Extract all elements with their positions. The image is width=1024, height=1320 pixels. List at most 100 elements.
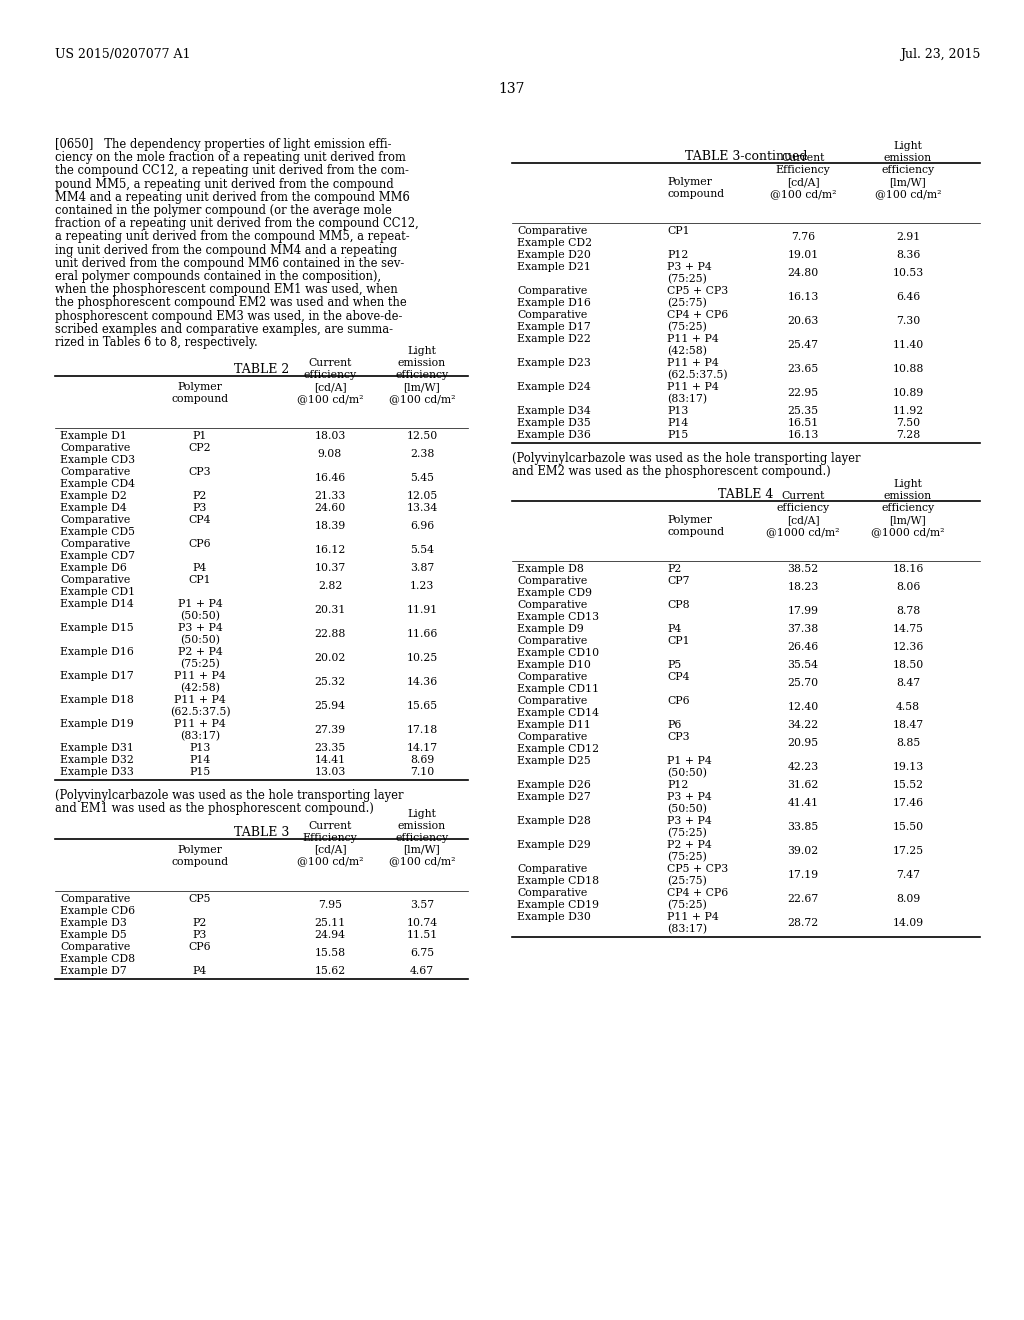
Text: 5.45: 5.45 [410,473,434,483]
Text: P11 + P4: P11 + P4 [667,381,719,392]
Text: P3 + P4: P3 + P4 [667,261,712,272]
Text: 137: 137 [499,82,525,96]
Text: Example CD12: Example CD12 [517,744,599,755]
Text: @100 cd/m²: @100 cd/m² [389,857,456,867]
Text: [lm/W]: [lm/W] [890,515,927,525]
Text: Comparative: Comparative [517,601,587,610]
Text: [lm/W]: [lm/W] [403,845,440,854]
Text: 27.39: 27.39 [314,725,345,735]
Text: [cd/A]: [cd/A] [313,845,346,854]
Text: Light: Light [408,346,436,356]
Text: 11.91: 11.91 [407,605,437,615]
Text: 24.80: 24.80 [787,268,818,279]
Text: Example D3: Example D3 [60,917,127,928]
Text: Example CD14: Example CD14 [517,709,599,718]
Text: Example D30: Example D30 [517,912,591,923]
Text: P5: P5 [667,660,681,671]
Text: 15.65: 15.65 [407,701,437,711]
Text: CP6: CP6 [188,941,211,952]
Text: TABLE 3: TABLE 3 [233,825,289,838]
Text: unit derived from the compound MM6 contained in the sev-: unit derived from the compound MM6 conta… [55,257,404,269]
Text: eral polymer compounds contained in the composition),: eral polymer compounds contained in the … [55,271,381,282]
Text: 3.57: 3.57 [410,900,434,909]
Text: Polymer: Polymer [667,515,712,525]
Text: 35.54: 35.54 [787,660,818,671]
Text: Example D6: Example D6 [60,564,127,573]
Text: 37.38: 37.38 [787,624,818,635]
Text: Comparative: Comparative [60,941,130,952]
Text: Example D14: Example D14 [60,599,134,610]
Text: P11 + P4: P11 + P4 [667,912,719,923]
Text: 12.50: 12.50 [407,432,437,441]
Text: Example D24: Example D24 [517,381,591,392]
Text: phosphorescent compound EM3 was used, in the above-de-: phosphorescent compound EM3 was used, in… [55,310,402,322]
Text: Example D32: Example D32 [60,755,134,766]
Text: 13.34: 13.34 [407,503,437,513]
Text: 7.28: 7.28 [896,430,921,440]
Text: P13: P13 [189,743,211,754]
Text: CP4 + CP6: CP4 + CP6 [667,310,728,319]
Text: Comparative: Comparative [60,576,130,585]
Text: 16.12: 16.12 [314,545,346,556]
Text: 12.36: 12.36 [892,643,924,652]
Text: 33.85: 33.85 [787,822,818,833]
Text: 18.39: 18.39 [314,521,346,531]
Text: @100 cd/m²: @100 cd/m² [874,189,941,199]
Text: 19.13: 19.13 [892,763,924,772]
Text: (62.5:37.5): (62.5:37.5) [667,370,728,380]
Text: and EM1 was used as the phosphorescent compound.): and EM1 was used as the phosphorescent c… [55,803,374,816]
Text: Example CD1: Example CD1 [60,587,135,597]
Text: (75:25): (75:25) [667,275,707,284]
Text: [lm/W]: [lm/W] [403,383,440,392]
Text: @100 cd/m²: @100 cd/m² [389,395,456,404]
Text: emission: emission [398,821,446,830]
Text: 4.67: 4.67 [410,966,434,975]
Text: @100 cd/m²: @100 cd/m² [297,395,364,404]
Text: [lm/W]: [lm/W] [890,177,927,187]
Text: Example D16: Example D16 [517,298,591,308]
Text: 1.23: 1.23 [410,581,434,591]
Text: 34.22: 34.22 [787,721,818,730]
Text: Example D7: Example D7 [60,966,127,975]
Text: 25.11: 25.11 [314,917,346,928]
Text: 7.10: 7.10 [410,767,434,777]
Text: P15: P15 [189,767,211,777]
Text: Comparative: Comparative [60,467,130,478]
Text: Comparative: Comparative [517,226,587,236]
Text: P2: P2 [667,565,681,574]
Text: 38.52: 38.52 [787,565,818,574]
Text: (75:25): (75:25) [180,659,220,669]
Text: 2.82: 2.82 [317,581,342,591]
Text: 4.58: 4.58 [896,702,920,713]
Text: @1000 cd/m²: @1000 cd/m² [766,528,840,537]
Text: 11.92: 11.92 [892,407,924,416]
Text: 8.47: 8.47 [896,678,920,689]
Text: Comparative: Comparative [60,515,130,525]
Text: efficiency: efficiency [776,503,829,513]
Text: Light: Light [894,141,923,150]
Text: Comparative: Comparative [517,888,587,899]
Text: 28.72: 28.72 [787,919,818,928]
Text: 8.36: 8.36 [896,249,921,260]
Text: P12: P12 [667,249,688,260]
Text: Example D21: Example D21 [517,261,591,272]
Text: 6.46: 6.46 [896,292,921,302]
Text: the phosphorescent compound EM2 was used and when the: the phosphorescent compound EM2 was used… [55,297,407,309]
Text: 24.60: 24.60 [314,503,346,513]
Text: 9.08: 9.08 [317,449,342,459]
Text: Comparative: Comparative [517,697,587,706]
Text: efficiency: efficiency [395,370,449,380]
Text: CP8: CP8 [667,601,689,610]
Text: 2.38: 2.38 [410,449,434,459]
Text: (62.5:37.5): (62.5:37.5) [170,708,230,718]
Text: 17.18: 17.18 [407,725,437,735]
Text: 3.87: 3.87 [410,564,434,573]
Text: Example CD9: Example CD9 [517,589,592,598]
Text: Example D15: Example D15 [60,623,134,634]
Text: compound: compound [171,395,228,404]
Text: Comparative: Comparative [517,310,587,319]
Text: MM4 and a repeating unit derived from the compound MM6: MM4 and a repeating unit derived from th… [55,191,410,203]
Text: [cd/A]: [cd/A] [313,383,346,392]
Text: Efficiency: Efficiency [303,833,357,842]
Text: Example D26: Example D26 [517,780,591,791]
